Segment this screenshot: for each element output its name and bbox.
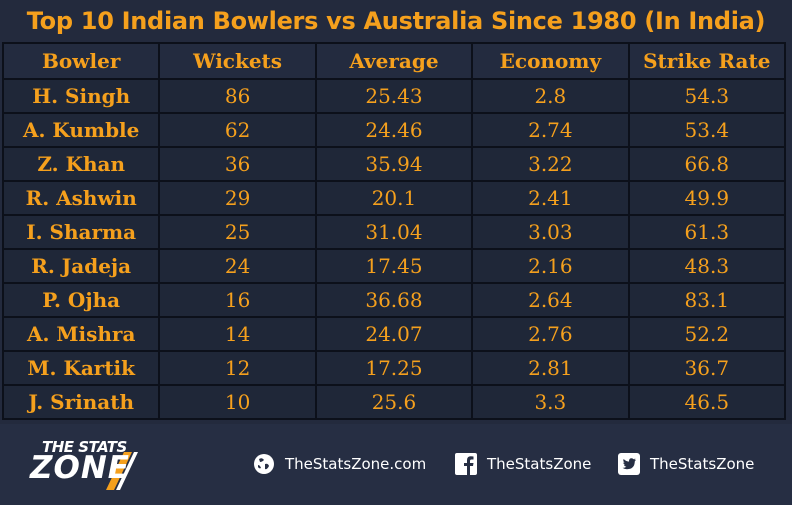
stat-cell: 2.81 [471, 350, 630, 386]
bowler-name-cell: M. Kartik [1, 350, 161, 386]
stat-cell: 2.64 [471, 282, 630, 318]
stat-cell: 24.07 [314, 316, 474, 352]
header-row: Bowler Wickets Average Economy Strike Rate [1, 42, 787, 80]
facebook-link[interactable]: TheStatsZone [455, 452, 591, 476]
column-header: Wickets [158, 42, 317, 80]
bowler-name-cell: R. Ashwin [1, 180, 161, 216]
globe-icon [254, 454, 274, 474]
stat-cell: 12 [158, 350, 317, 386]
stat-cell: 10 [158, 384, 317, 420]
stat-cell: 62 [158, 112, 317, 148]
stats-zone-logo: THE STATS ZONE [28, 438, 178, 494]
stat-cell: 29 [158, 180, 317, 216]
logo-swoosh-icon [106, 452, 138, 490]
stat-cell: 25.6 [314, 384, 474, 420]
table-row: M. Kartik 12 17.25 2.81 36.7 [1, 350, 787, 386]
stat-cell: 16 [158, 282, 317, 318]
stat-cell: 17.25 [314, 350, 474, 386]
column-header: Economy [471, 42, 630, 80]
stat-cell: 54.3 [627, 78, 787, 114]
stat-cell: 53.4 [627, 112, 787, 148]
stat-cell: 3.22 [471, 146, 630, 182]
bowler-name-cell: J. Srinath [1, 384, 161, 420]
stats-table: Bowler Wickets Average Economy Strike Rate H… [1, 42, 787, 420]
stat-cell: 36.7 [627, 350, 787, 386]
stat-cell: 2.76 [471, 316, 630, 352]
bowler-name-cell: H. Singh [1, 78, 161, 114]
table-row: A. Mishra 14 24.07 2.76 52.2 [1, 316, 787, 352]
bowler-name-cell: A. Mishra [1, 316, 161, 352]
table-row: A. Kumble 62 24.46 2.74 53.4 [1, 112, 787, 148]
facebook-label: TheStatsZone [487, 455, 592, 473]
stat-cell: 3.3 [471, 384, 630, 420]
table-row: I. Sharma 25 31.04 3.03 61.3 [1, 214, 787, 250]
stat-cell: 2.16 [471, 248, 630, 284]
footer: THE STATS ZONE TheStatsZone.com TheStats… [0, 424, 792, 505]
table-row: R. Jadeja 24 17.45 2.16 48.3 [1, 248, 787, 284]
table-row: Z. Khan 36 35.94 3.22 66.8 [1, 146, 787, 182]
stat-cell: 35.94 [314, 146, 474, 182]
twitter-icon [618, 453, 640, 475]
stat-cell: 83.1 [627, 282, 787, 318]
stat-cell: 2.8 [471, 78, 630, 114]
stat-cell: 3.03 [471, 214, 630, 250]
stat-cell: 52.2 [627, 316, 787, 352]
twitter-label: TheStatsZone [650, 455, 755, 473]
stat-cell: 46.5 [627, 384, 787, 420]
stat-cell: 24.46 [314, 112, 474, 148]
column-header: Strike Rate [627, 42, 787, 80]
table-row: P. Ojha 16 36.68 2.64 83.1 [1, 282, 787, 318]
stat-cell: 36 [158, 146, 317, 182]
logo-line-1: THE STATS [42, 438, 127, 456]
stat-cell: 61.3 [627, 214, 787, 250]
stat-cell: 36.68 [314, 282, 474, 318]
table-row: R. Ashwin 29 20.1 2.41 49.9 [1, 180, 787, 216]
stat-cell: 17.45 [314, 248, 474, 284]
chart-title: Top 10 Indian Bowlers vs Australia Since… [26, 7, 766, 35]
table-row: J. Srinath 10 25.6 3.3 46.5 [1, 384, 787, 420]
stat-cell: 48.3 [627, 248, 787, 284]
bowler-name-cell: I. Sharma [1, 214, 161, 250]
bowler-name-cell: A. Kumble [1, 112, 161, 148]
column-header: Average [314, 42, 474, 80]
stat-cell: 25 [158, 214, 317, 250]
table-row: H. Singh 86 25.43 2.8 54.3 [1, 78, 787, 114]
stat-cell: 2.74 [471, 112, 630, 148]
stat-cell: 86 [158, 78, 317, 114]
stat-cell: 49.9 [627, 180, 787, 216]
bowler-name-cell: R. Jadeja [1, 248, 161, 284]
column-header: Bowler [1, 42, 161, 80]
stat-cell: 2.41 [471, 180, 630, 216]
bowler-name-cell: P. Ojha [1, 282, 161, 318]
stat-cell: 25.43 [314, 78, 474, 114]
bowler-name-cell: Z. Khan [1, 146, 161, 182]
stat-cell: 66.8 [627, 146, 787, 182]
stat-cell: 14 [158, 316, 317, 352]
twitter-link[interactable]: TheStatsZone [618, 452, 754, 476]
logo-line-2: ZONE [30, 450, 130, 486]
stat-cell: 20.1 [314, 180, 474, 216]
stat-cell: 24 [158, 248, 317, 284]
website-label: TheStatsZone.com [285, 455, 427, 473]
stat-cell: 31.04 [314, 214, 474, 250]
website-link[interactable]: TheStatsZone.com [253, 452, 426, 476]
facebook-icon [455, 453, 477, 475]
table-body: H. Singh 86 25.43 2.8 54.3 A. Kumble 62 24.46 2.… [1, 78, 787, 420]
